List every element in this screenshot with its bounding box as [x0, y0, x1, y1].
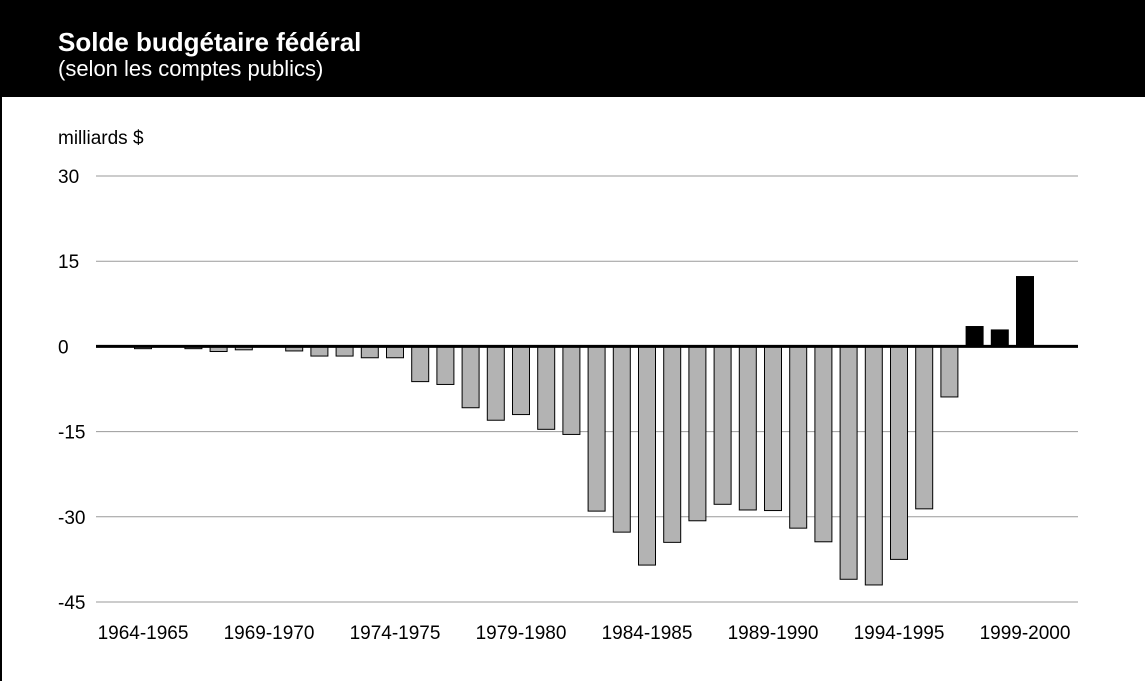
bar-1986-1987 — [688, 345, 707, 522]
y-tick-label: 0 — [58, 337, 69, 358]
bar-1983-1984 — [612, 345, 631, 533]
bar-1997-1998 — [965, 326, 984, 347]
bars — [134, 276, 1034, 586]
chart-title: Solde budgétaire fédéral — [58, 27, 362, 57]
x-tick-label: 1969-1970 — [224, 623, 315, 644]
x-tick-label: 1974-1975 — [350, 623, 441, 644]
bar-1984-1985 — [638, 345, 656, 566]
bar-1974-1975 — [386, 345, 404, 359]
y-axis-label: milliards $ — [58, 128, 144, 149]
bar-1975-1976 — [411, 345, 430, 383]
bar-1980-1981 — [537, 345, 556, 430]
x-tick-label: 1999-2000 — [980, 623, 1071, 644]
x-tick-label: 1979-1980 — [476, 623, 567, 644]
x-tick-label: 1989-1990 — [728, 623, 819, 644]
bar-1981-1982 — [562, 345, 581, 435]
y-tick-label: 30 — [58, 167, 79, 188]
grid-lines — [96, 175, 1078, 603]
bar-1989-1990 — [764, 345, 782, 512]
bar-1977-1978 — [461, 345, 480, 409]
bar-1982-1983 — [587, 345, 606, 512]
bar-1992-1993 — [839, 345, 858, 580]
bar-1994-1995 — [890, 345, 908, 560]
bar-1988-1989 — [738, 345, 757, 511]
bar-1979-1980 — [512, 345, 530, 416]
bar-1973-1974 — [360, 345, 379, 359]
y-tick-label: 15 — [58, 252, 79, 273]
y-tick-label: -30 — [58, 508, 85, 529]
bar-1993-1994 — [864, 345, 883, 586]
bar-1990-1991 — [789, 345, 808, 529]
bar-1995-1996 — [915, 345, 934, 510]
x-tick-label: 1984-1985 — [602, 623, 693, 644]
bar-1987-1988 — [713, 345, 732, 505]
bar-1996-1997 — [940, 345, 959, 398]
bar-1985-1986 — [663, 345, 682, 543]
y-tick-label: -15 — [58, 423, 85, 444]
chart-subtitle: (selon les comptes publics) — [58, 56, 324, 81]
bar-1991-1992 — [814, 345, 833, 543]
bar-1978-1979 — [486, 345, 505, 421]
bar-1998-1999 — [990, 329, 1009, 347]
x-tick-labels: 1964-1965 1969-1970 1974-1975 1979-1980 1984… — [98, 623, 1071, 644]
chart-header: Solde budgétaire fédéral (selon les comp… — [0, 0, 1145, 97]
y-tick-label: -45 — [58, 593, 85, 614]
y-tick-labels: 30 15 0 -15 -30 -45 — [58, 167, 85, 614]
bar-1999-2000 — [1016, 276, 1034, 347]
bar-1976-1977 — [436, 345, 455, 385]
x-tick-label: 1964-1965 — [98, 623, 189, 644]
x-tick-label: 1994-1995 — [854, 623, 945, 644]
